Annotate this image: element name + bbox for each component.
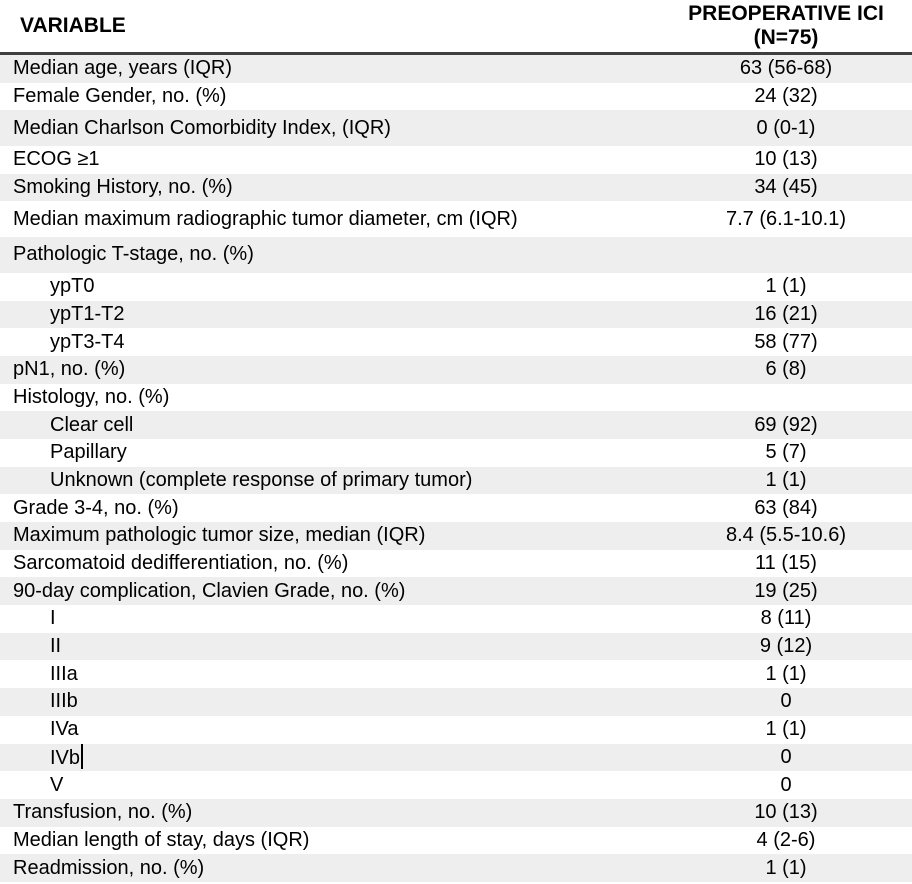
table-row: II 9 (12) <box>0 632 912 661</box>
table-row: Clear cell 69 (92) <box>0 411 912 439</box>
row-value[interactable]: 8.4 (5.5-10.6) <box>725 524 847 547</box>
row-label[interactable]: Pathologic T-stage, no. (%) <box>13 243 254 266</box>
table-row: IIIb 0 <box>0 688 912 716</box>
table-row: Median age, years (IQR) 63 (56-68) <box>0 55 912 83</box>
row-label[interactable]: Female Gender, no. (%) <box>13 85 227 108</box>
table-row: IVb 0 <box>0 743 912 772</box>
row-value[interactable]: 9 (12) <box>759 635 813 658</box>
row-label[interactable]: Median age, years (IQR) <box>13 57 232 80</box>
row-label[interactable]: Median maximum radiographic tumor diamet… <box>13 207 518 230</box>
table-row: Median maximum radiographic tumor diamet… <box>0 201 912 237</box>
table-row: Histology, no. (%) <box>0 384 912 412</box>
row-value[interactable]: 11 (15) <box>755 552 817 575</box>
column-header-variable[interactable]: VARIABLE <box>20 13 126 37</box>
row-label[interactable]: Smoking History, no. (%) <box>13 176 233 199</box>
row-label[interactable]: Maximum pathologic tumor size, median (I… <box>13 524 426 547</box>
row-label[interactable]: Sarcomatoid dedifferentiation, no. (%) <box>13 552 349 575</box>
row-label[interactable]: Median Charlson Comorbidity Index, (IQR) <box>13 116 391 139</box>
row-label[interactable]: ypT0 <box>50 275 95 298</box>
row-value[interactable]: 1 (1) <box>765 856 807 879</box>
row-value[interactable]: 5 (7) <box>765 441 807 464</box>
row-label[interactable]: IVb <box>0 744 660 770</box>
row-label[interactable]: IIIb <box>50 690 78 713</box>
row-value[interactable]: 0 (0-1) <box>756 116 816 139</box>
table-row: 90-day complication, Clavien Grade, no. … <box>0 577 912 606</box>
row-value[interactable]: 63 (84) <box>754 496 818 519</box>
table-row: ECOG ≥1 10 (13) <box>0 146 912 174</box>
row-value[interactable]: 0 <box>780 745 792 768</box>
row-value[interactable]: 10 (13) <box>754 148 818 171</box>
row-label[interactable]: IIIa <box>50 662 78 685</box>
row-label[interactable]: Grade 3-4, no. (%) <box>13 496 179 519</box>
table-row: Median length of stay, days (IQR) 4 (2-6) <box>0 827 912 855</box>
row-label[interactable]: Histology, no. (%) <box>13 385 170 408</box>
table-row: Unknown (complete response of primary tu… <box>0 466 912 495</box>
row-label[interactable]: Transfusion, no. (%) <box>13 801 193 824</box>
table-row: Female Gender, no. (%) 24 (32) <box>0 83 912 111</box>
row-value[interactable]: 1 (1) <box>765 662 807 685</box>
table-row: ypT0 1 (1) <box>0 273 912 301</box>
row-label[interactable]: I <box>50 607 56 630</box>
row-value[interactable]: 24 (32) <box>754 85 818 108</box>
table-row: I 8 (11) <box>0 605 912 633</box>
table-row: ypT3-T4 58 (77) <box>0 328 912 356</box>
row-value[interactable]: 0 <box>780 690 792 713</box>
row-value[interactable]: 10 (13) <box>754 801 818 824</box>
row-label[interactable]: Median length of stay, days (IQR) <box>13 828 310 851</box>
row-value[interactable]: 58 (77) <box>754 330 818 353</box>
row-label[interactable]: pN1, no. (%) <box>13 358 126 381</box>
row-label[interactable]: Unknown (complete response of primary tu… <box>50 468 473 491</box>
row-label[interactable]: Papillary <box>50 441 127 464</box>
table-row: Grade 3-4, no. (%) 63 (84) <box>0 494 912 522</box>
text-cursor <box>81 744 84 770</box>
row-label[interactable]: 90-day complication, Clavien Grade, no. … <box>13 579 406 602</box>
row-value[interactable]: 1 (1) <box>765 718 807 741</box>
row-value[interactable]: 6 (8) <box>765 358 807 381</box>
table-row: Readmission, no. (%) 1 (1) <box>0 854 912 882</box>
table-row: pN1, no. (%) 6 (8) <box>0 355 912 384</box>
table-row: ypT1-T2 16 (21) <box>0 300 912 329</box>
row-value[interactable]: 0 <box>780 773 792 796</box>
table-row: Maximum pathologic tumor size, median (I… <box>0 522 912 550</box>
column-header-preoperative-ici-line1: PREOPERATIVE ICI <box>688 1 884 25</box>
row-label[interactable]: ypT3-T4 <box>50 330 125 353</box>
row-value[interactable]: 16 (21) <box>754 302 818 325</box>
table-row: Papillary 5 (7) <box>0 439 912 467</box>
row-value[interactable]: 19 (25) <box>754 579 818 602</box>
row-value[interactable]: 1 (1) <box>765 275 807 298</box>
row-value[interactable]: 34 (45) <box>754 176 818 199</box>
table-row: Smoking History, no. (%) 34 (45) <box>0 173 912 202</box>
table-header-row: VARIABLE PREOPERATIVE ICI (N=75) <box>0 0 912 55</box>
table-body: Median age, years (IQR) 63 (56-68) Female … <box>0 55 912 884</box>
column-header-preoperative-ici[interactable]: PREOPERATIVE ICI (N=75) <box>660 2 912 50</box>
row-value[interactable]: 63 (56-68) <box>739 57 833 80</box>
column-header-preoperative-ici-line2: (N=75) <box>753 26 819 49</box>
row-value[interactable]: 4 (2-6) <box>756 828 816 851</box>
row-label[interactable]: ECOG ≥1 <box>13 148 100 171</box>
row-label[interactable]: II <box>50 635 62 658</box>
row-label[interactable]: ypT1-T2 <box>50 302 125 325</box>
table-row: Pathologic T-stage, no. (%) <box>0 237 912 273</box>
row-value[interactable]: 8 (11) <box>760 607 812 630</box>
row-label[interactable]: V <box>50 773 64 796</box>
table-row: IIIa 1 (1) <box>0 660 912 688</box>
row-value[interactable]: 1 (1) <box>765 468 807 491</box>
table-row: IVa 1 (1) <box>0 716 912 744</box>
table-row: Sarcomatoid dedifferentiation, no. (%) 11… <box>0 550 912 578</box>
row-label[interactable]: Clear cell <box>50 413 134 436</box>
row-value[interactable]: 7.7 (6.1-10.1) <box>725 207 847 230</box>
row-value[interactable]: 69 (92) <box>754 413 818 436</box>
table-row: Transfusion, no. (%) 10 (13) <box>0 798 912 827</box>
row-label[interactable]: Readmission, no. (%) <box>13 856 205 879</box>
row-label[interactable]: IVa <box>50 718 79 741</box>
table-row: Median Charlson Comorbidity Index, (IQR)… <box>0 110 912 147</box>
